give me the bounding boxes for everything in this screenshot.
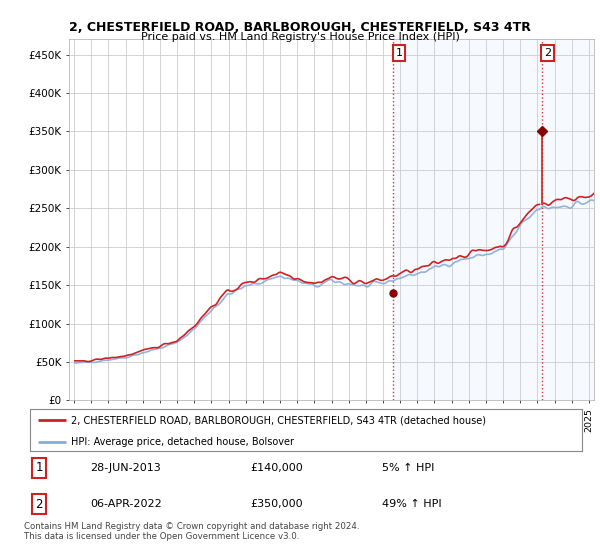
- Text: 49% ↑ HPI: 49% ↑ HPI: [382, 499, 442, 509]
- Text: 2: 2: [544, 48, 551, 58]
- Bar: [393, 39, 594, 400]
- Text: 2: 2: [35, 498, 43, 511]
- Text: £350,000: £350,000: [250, 499, 303, 509]
- Text: Price paid vs. HM Land Registry's House Price Index (HPI): Price paid vs. HM Land Registry's House …: [140, 32, 460, 43]
- Text: 1: 1: [35, 461, 43, 474]
- Text: 2, CHESTERFIELD ROAD, BARLBOROUGH, CHESTERFIELD, S43 4TR: 2, CHESTERFIELD ROAD, BARLBOROUGH, CHEST…: [69, 21, 531, 34]
- Text: £140,000: £140,000: [250, 463, 303, 473]
- Text: 2, CHESTERFIELD ROAD, BARLBOROUGH, CHESTERFIELD, S43 4TR (detached house): 2, CHESTERFIELD ROAD, BARLBOROUGH, CHEST…: [71, 415, 487, 425]
- Text: Contains HM Land Registry data © Crown copyright and database right 2024.
This d: Contains HM Land Registry data © Crown c…: [24, 522, 359, 542]
- Text: 5% ↑ HPI: 5% ↑ HPI: [382, 463, 434, 473]
- Text: 28-JUN-2013: 28-JUN-2013: [90, 463, 161, 473]
- Text: 06-APR-2022: 06-APR-2022: [90, 499, 161, 509]
- Text: 1: 1: [395, 48, 403, 58]
- Text: HPI: Average price, detached house, Bolsover: HPI: Average price, detached house, Bols…: [71, 437, 295, 446]
